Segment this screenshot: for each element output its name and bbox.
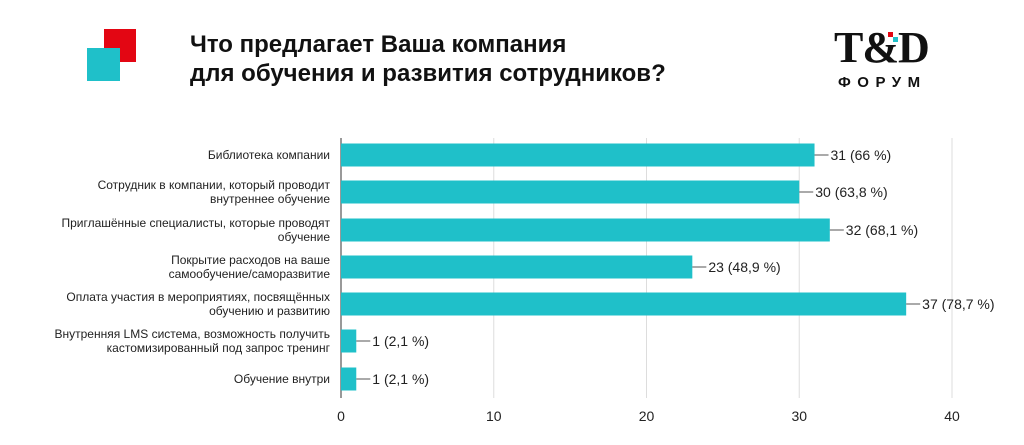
x-tick-label: 0 bbox=[337, 408, 345, 424]
x-tick-label: 20 bbox=[639, 408, 655, 424]
x-tick-label: 40 bbox=[944, 408, 960, 424]
chart-title: Что предлагает Ваша компания для обучени… bbox=[190, 30, 666, 88]
category-label: Библиотека компании bbox=[208, 148, 330, 162]
category-label: Обучение внутри bbox=[234, 372, 330, 386]
data-label: 30 (63,8 %) bbox=[815, 184, 887, 200]
data-label: 31 (66 %) bbox=[831, 147, 892, 163]
category-label: Внутренняя LMS система, возможность полу… bbox=[55, 327, 331, 355]
logo-teal-dot bbox=[893, 37, 898, 42]
data-label: 32 (68,1 %) bbox=[846, 222, 918, 238]
td-forum-logo: T&D ФОРУМ bbox=[830, 22, 952, 102]
teal-square-decoration bbox=[87, 48, 120, 81]
bar bbox=[341, 143, 815, 167]
data-label: 1 (2,1 %) bbox=[372, 371, 429, 387]
bar bbox=[341, 367, 357, 391]
x-tick-label: 30 bbox=[791, 408, 807, 424]
chart-title-line-1: Что предлагает Ваша компания bbox=[190, 31, 567, 58]
bar bbox=[341, 292, 907, 316]
bar bbox=[341, 329, 357, 353]
category-label: Оплата участия в мероприятиях, посвящённ… bbox=[66, 290, 330, 318]
logo-main-text: T&D bbox=[834, 23, 930, 72]
bar bbox=[341, 180, 800, 204]
chart-title-line-2: для обучения и развития сотрудников? bbox=[190, 60, 666, 87]
category-label: Приглашённые специалисты, которые провод… bbox=[61, 216, 330, 244]
data-label: 23 (48,9 %) bbox=[708, 259, 780, 275]
data-label: 37 (78,7 %) bbox=[922, 296, 994, 312]
logo-sub-text: ФОРУМ bbox=[838, 74, 927, 91]
x-tick-label: 10 bbox=[486, 408, 502, 424]
data-label: 1 (2,1 %) bbox=[372, 333, 429, 349]
bar bbox=[341, 218, 830, 242]
bar bbox=[341, 255, 693, 279]
category-label: Сотрудник в компании, который проводит вн… bbox=[98, 178, 331, 206]
category-label: Покрытие расходов на ваше самообучение/са… bbox=[169, 253, 331, 281]
logo-red-dot bbox=[888, 32, 893, 37]
